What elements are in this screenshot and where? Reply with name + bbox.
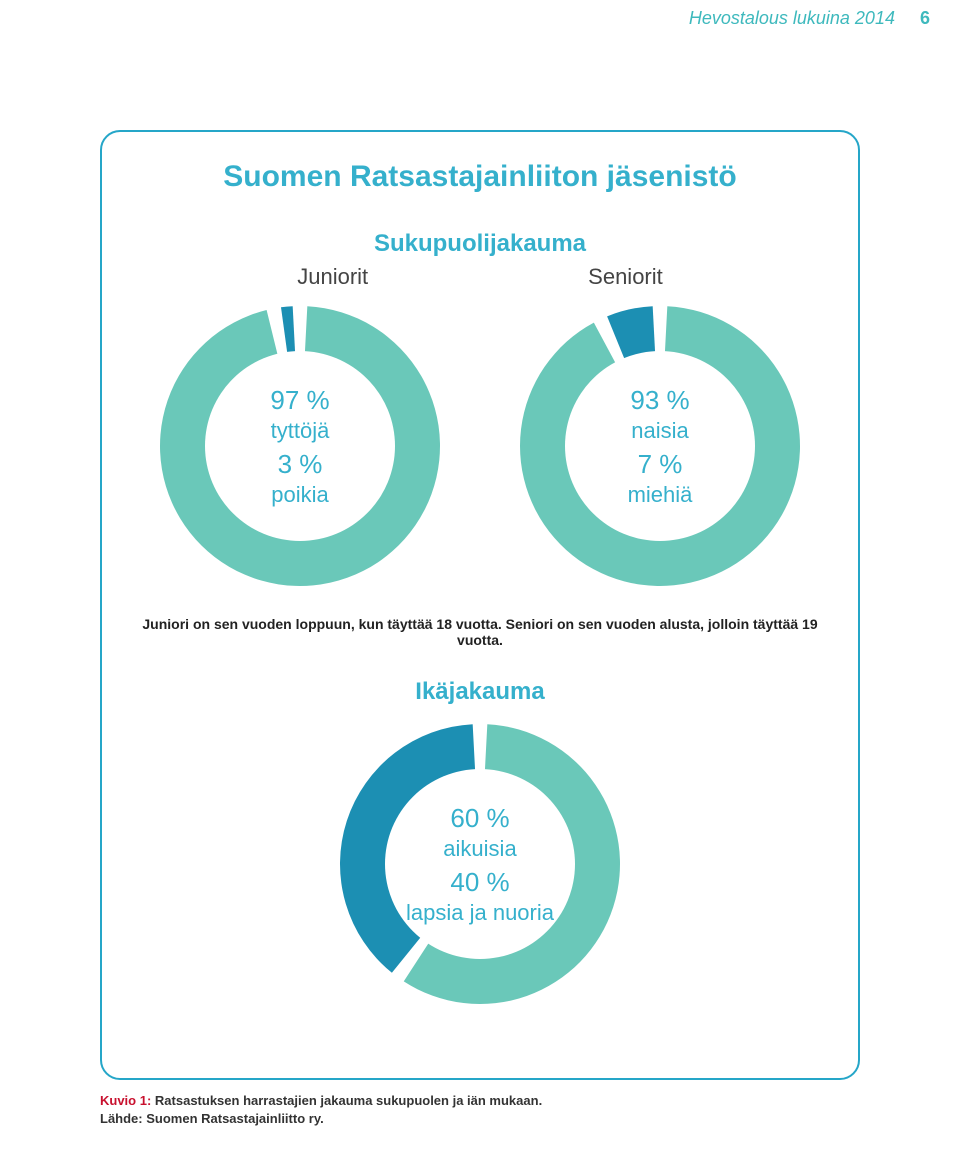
seniors-major-label: naisia (628, 417, 693, 445)
age-major-label: aikuisia (406, 835, 554, 863)
page-header: Hevostalous lukuina 2014 6 (689, 8, 930, 29)
seniors-center-labels: 93 % naisia 7 % miehiä (628, 384, 693, 508)
figure-source: Lähde: Suomen Ratsastajainliitto ry. (100, 1111, 324, 1126)
juniors-donut: 97 % tyttöjä 3 % poikia (150, 296, 450, 596)
age-donut: 60 % aikuisia 40 % lapsia ja nuoria (330, 714, 630, 1014)
figure-number: Kuvio 1: (100, 1093, 151, 1108)
seniors-donut: 93 % naisia 7 % miehiä (510, 296, 810, 596)
seniors-label: Seniorit (588, 264, 663, 290)
juniors-minor-pct: 3 % (270, 448, 329, 481)
header-text: Hevostalous lukuina 2014 (689, 8, 895, 28)
gender-section-title: Sukupuolijakauma (102, 230, 858, 258)
age-minor-label: lapsia ja nuoria (406, 899, 554, 927)
card-title: Suomen Ratsastajainliiton jäsenistö (102, 160, 858, 194)
page-number: 6 (920, 8, 930, 28)
seniors-minor-label: miehiä (628, 481, 693, 509)
figure-caption: Kuvio 1: Ratsastuksen harrastajien jakau… (100, 1092, 542, 1128)
age-center-labels: 60 % aikuisia 40 % lapsia ja nuoria (406, 802, 554, 926)
figure-text: Ratsastuksen harrastajien jakauma sukupu… (155, 1093, 542, 1108)
info-card: Suomen Ratsastajainliiton jäsenistö Suku… (100, 130, 860, 1080)
age-major-pct: 60 % (406, 802, 554, 835)
definition-text: Juniori on sen vuoden loppuun, kun täytt… (102, 616, 858, 648)
seniors-minor-pct: 7 % (628, 448, 693, 481)
juniors-label: Juniorit (297, 264, 368, 290)
age-minor-pct: 40 % (406, 866, 554, 899)
juniors-major-label: tyttöjä (270, 417, 329, 445)
seniors-major-pct: 93 % (628, 384, 693, 417)
juniors-minor-label: poikia (270, 481, 329, 509)
age-section-title: Ikäjakauma (102, 678, 858, 706)
juniors-major-pct: 97 % (270, 384, 329, 417)
group-labels: Juniorit Seniorit (102, 264, 858, 290)
juniors-center-labels: 97 % tyttöjä 3 % poikia (270, 384, 329, 508)
